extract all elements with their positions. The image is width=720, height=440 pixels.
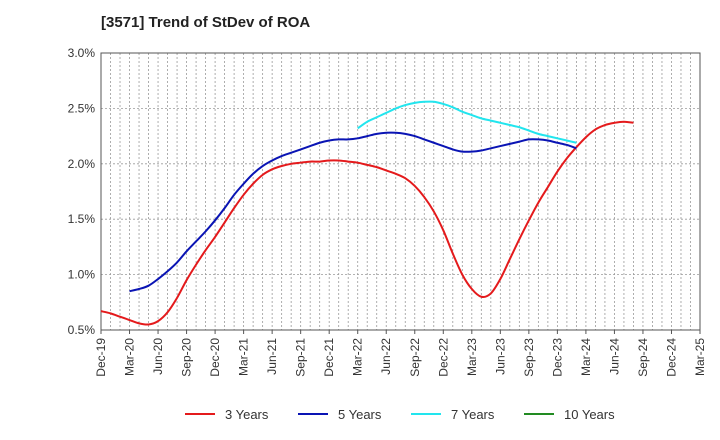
series-line-3-years: [100, 120, 634, 326]
y-tick-label: 2.0%: [68, 157, 96, 171]
legend-label: 7 Years: [451, 407, 495, 422]
x-tick-label: Mar-20: [123, 338, 137, 376]
legend-label: 3 Years: [225, 407, 269, 422]
chart-title: [3571] Trend of StDev of ROA: [101, 14, 311, 31]
y-tick-label: 3.0%: [68, 46, 96, 60]
x-tick-label: Sep-20: [180, 338, 194, 377]
x-tick-label: Jun-24: [607, 338, 621, 375]
x-tick-label: Jun-22: [379, 338, 393, 375]
x-tick-label: Mar-22: [351, 338, 365, 376]
y-tick-label: 1.5%: [68, 212, 96, 226]
x-tick-label: Dec-23: [550, 338, 564, 377]
x-tick-label: Jun-23: [493, 338, 507, 375]
series-line-5-years: [129, 131, 577, 293]
x-tick-label: Jun-20: [151, 338, 165, 375]
x-tick-label: Sep-24: [636, 338, 650, 377]
x-tick-label: Dec-22: [436, 338, 450, 377]
legend: 3 Years 5 Years 7 Years 10 Years: [185, 407, 615, 422]
legend-label: 5 Years: [338, 407, 382, 422]
y-tick-label: 0.5%: [68, 323, 96, 337]
x-tick-label: Mar-25: [693, 338, 707, 376]
grid: [100, 52, 701, 331]
legend-label: 10 Years: [564, 407, 615, 422]
y-tick-label: 1.0%: [68, 268, 96, 282]
x-tick-label: Dec-24: [664, 338, 678, 377]
x-tick-label: Jun-21: [265, 338, 279, 375]
series-line-7-years: [357, 100, 577, 144]
y-tick-label: 2.5%: [68, 101, 96, 115]
series-lines: [100, 100, 634, 326]
x-tick-label: Sep-23: [522, 338, 536, 377]
x-tick-label: Dec-21: [322, 338, 336, 377]
axes: 0.5% 1.0% 1.5% 2.0% 2.5% 3.0% Dec-19 Mar-20 Jun-…: [68, 46, 707, 377]
x-tick-label: Mar-23: [465, 338, 479, 376]
plot-frame: [100, 52, 701, 331]
x-tick-label: Dec-19: [94, 338, 108, 377]
x-tick-label: Sep-21: [294, 338, 308, 377]
x-tick-label: Mar-21: [237, 338, 251, 376]
x-tick-label: Sep-22: [408, 338, 422, 377]
x-tick-label: Dec-20: [208, 338, 222, 377]
x-tick-label: Mar-24: [579, 338, 593, 376]
